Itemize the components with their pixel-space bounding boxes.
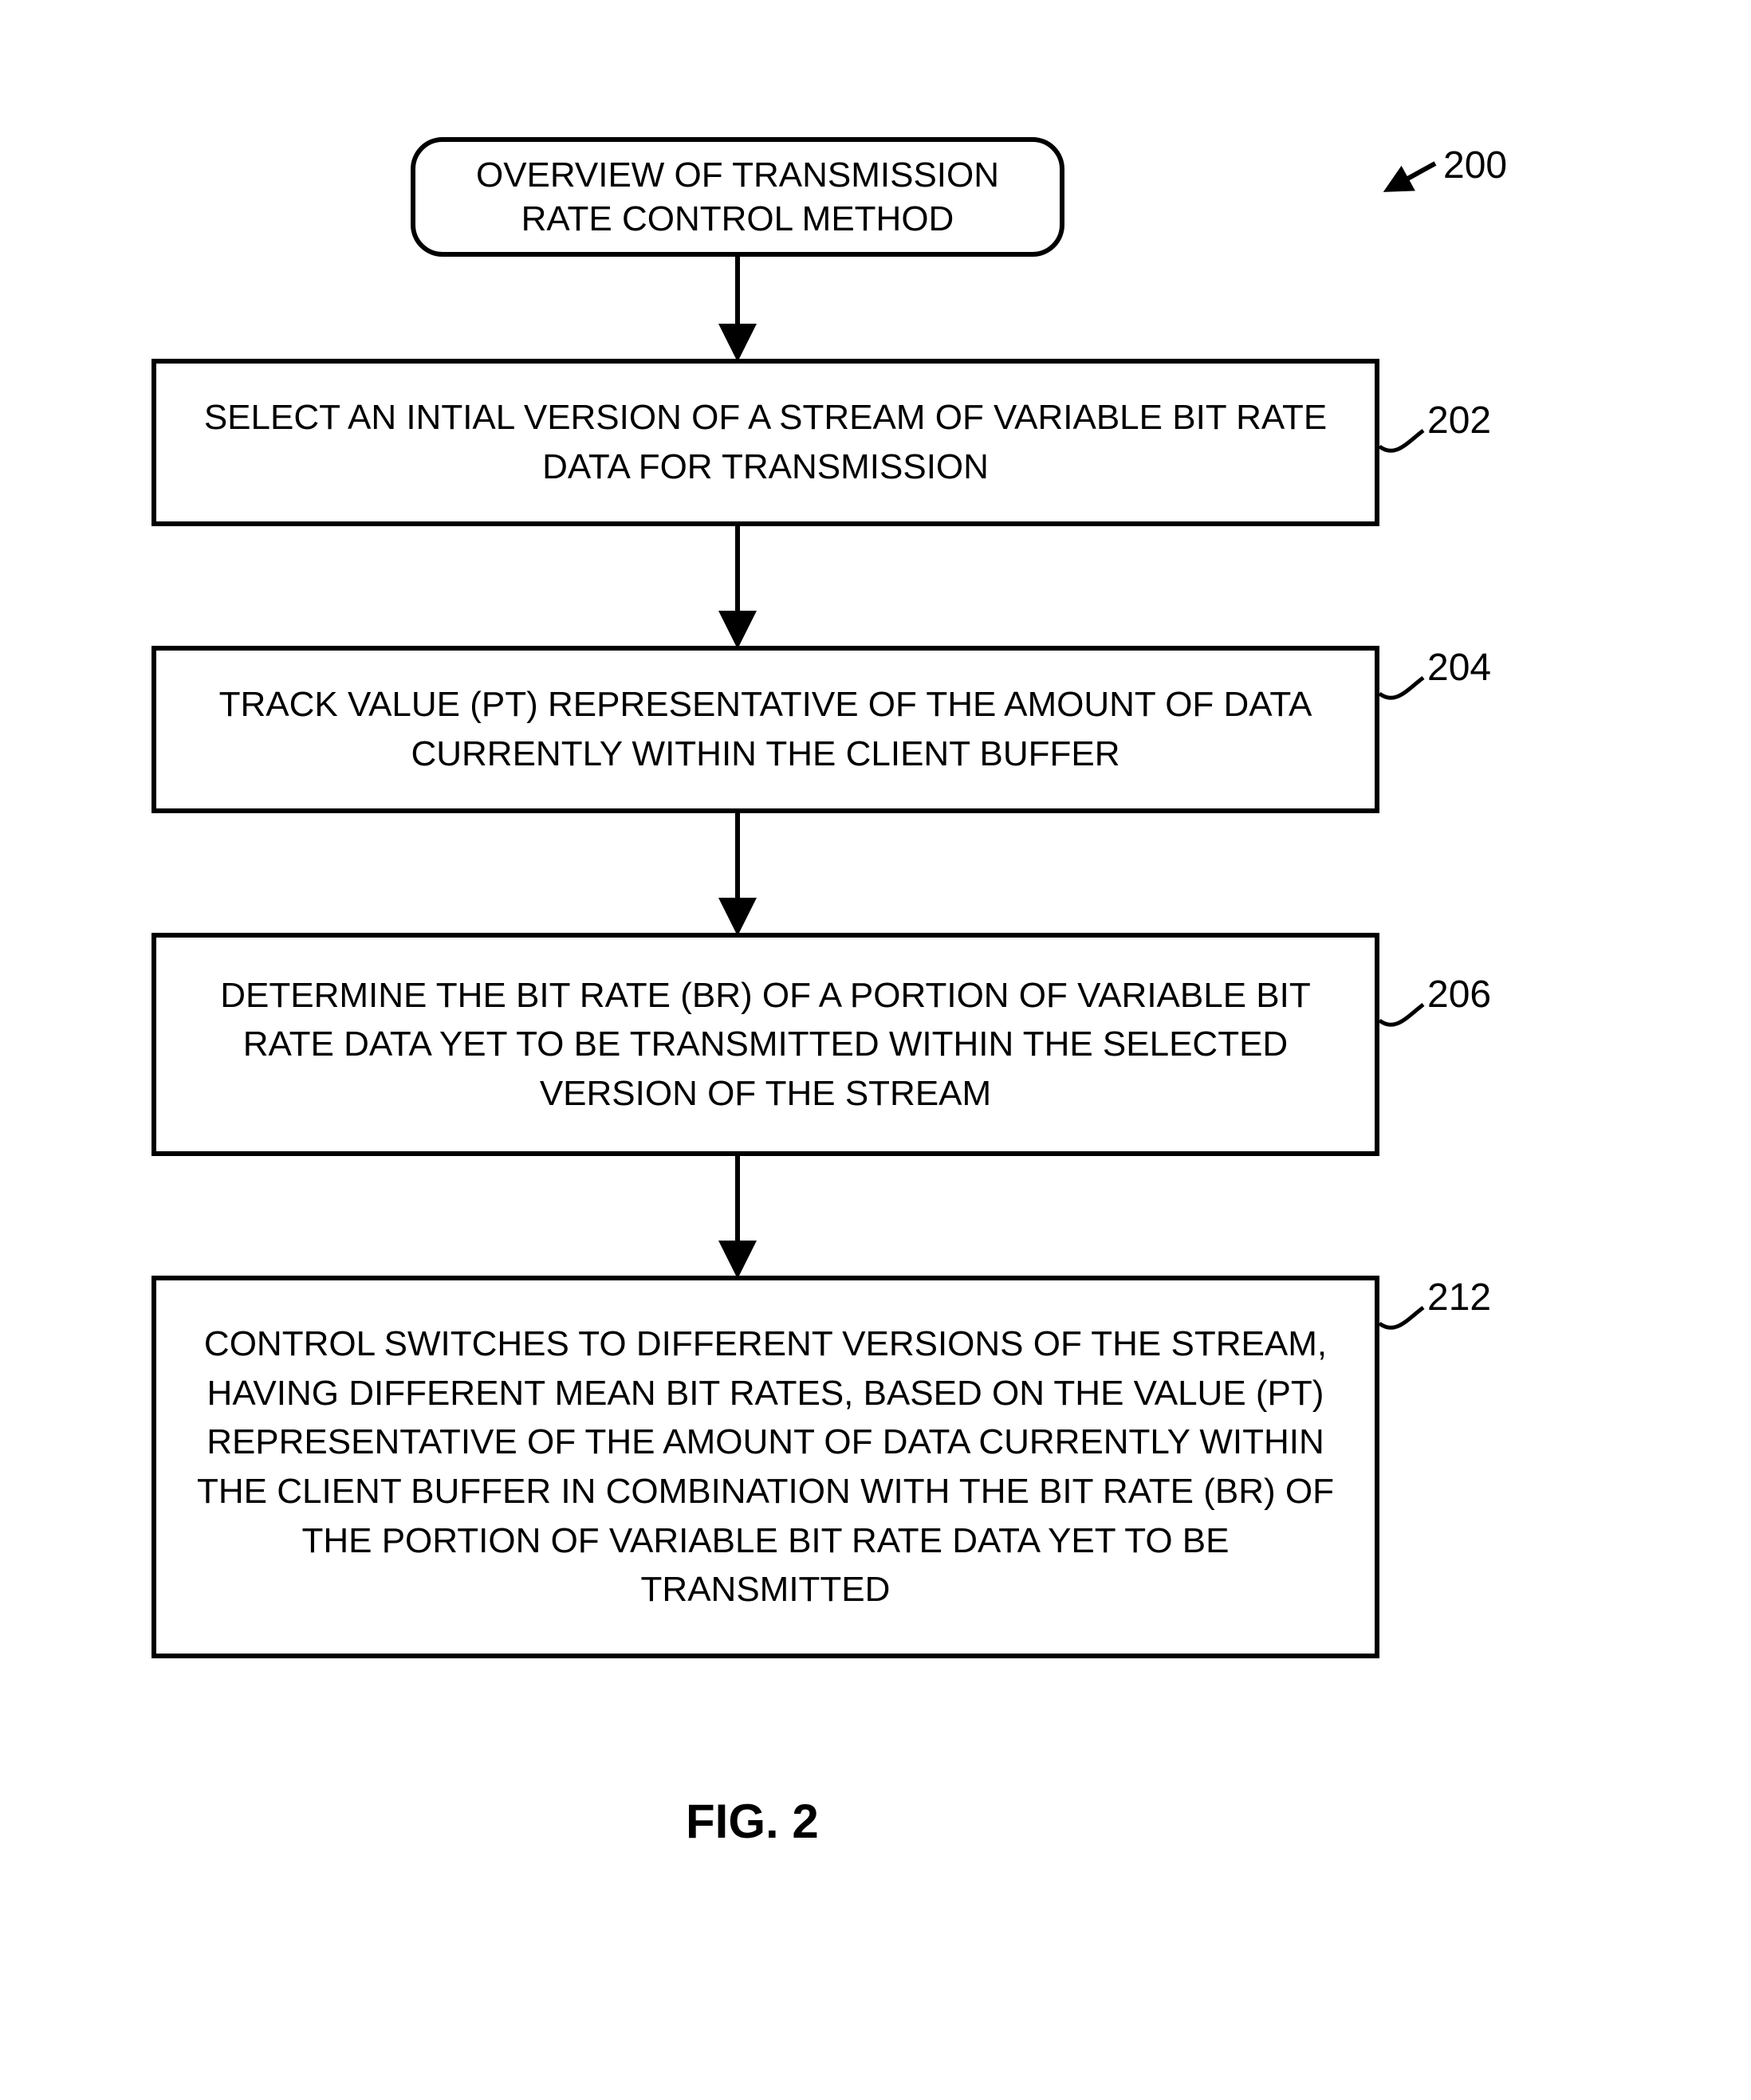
figure-label: FIG. 2 — [686, 1794, 819, 1849]
ref-label-202: 202 — [1427, 399, 1491, 442]
step-text: DETERMINE THE BIT RATE (BR) OF A PORTION… — [188, 971, 1343, 1119]
step-box-202: SELECT AN INTIAL VERSION OF A STREAM OF … — [151, 359, 1379, 526]
step-text: TRACK VALUE (PT) REPRESENTATIVE OF THE A… — [188, 680, 1343, 778]
ref-label-200: 200 — [1443, 144, 1507, 187]
ref-connector — [1379, 1005, 1423, 1024]
ref-label-212: 212 — [1427, 1276, 1491, 1319]
ref-connector — [1379, 431, 1423, 450]
step-text: CONTROL SWITCHES TO DIFFERENT VERSIONS O… — [188, 1319, 1343, 1614]
ref-connector — [1379, 1308, 1423, 1327]
ref-connector — [1379, 678, 1423, 698]
flowchart-canvas: OVERVIEW OF TRANSMISSION RATE CONTROL ME… — [0, 0, 1751, 2100]
step-box-204: TRACK VALUE (PT) REPRESENTATIVE OF THE A… — [151, 646, 1379, 813]
main-ref-arrow — [1387, 163, 1435, 190]
step-box-212: CONTROL SWITCHES TO DIFFERENT VERSIONS O… — [151, 1276, 1379, 1658]
ref-label-204: 204 — [1427, 646, 1491, 690]
title-box: OVERVIEW OF TRANSMISSION RATE CONTROL ME… — [411, 137, 1064, 257]
step-text: SELECT AN INTIAL VERSION OF A STREAM OF … — [188, 393, 1343, 491]
title-text: OVERVIEW OF TRANSMISSION RATE CONTROL ME… — [439, 153, 1036, 241]
ref-label-206: 206 — [1427, 973, 1491, 1017]
step-box-206: DETERMINE THE BIT RATE (BR) OF A PORTION… — [151, 933, 1379, 1156]
